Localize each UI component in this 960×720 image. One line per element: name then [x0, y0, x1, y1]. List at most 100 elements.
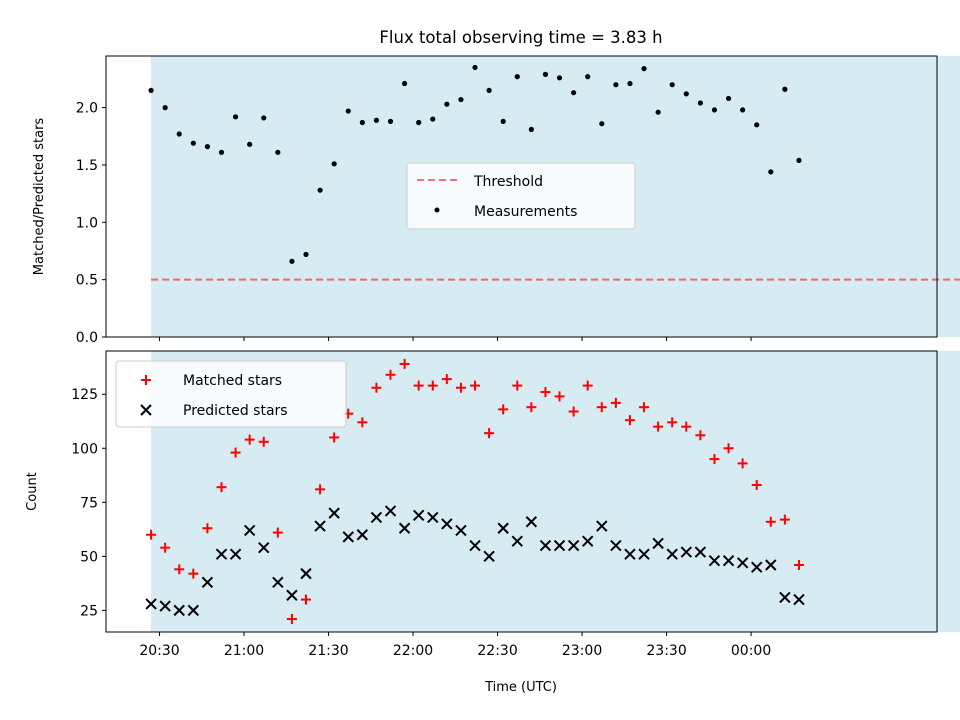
predicted-star-point — [187, 604, 200, 617]
predicted-star-point — [581, 535, 594, 547]
legend-measurements-swatch — [434, 207, 440, 213]
predicted-star-point — [511, 535, 523, 547]
measurement-point — [627, 80, 633, 87]
measurement-point — [725, 95, 732, 102]
legend-matched-label: Matched stars — [183, 373, 282, 389]
x-tick-label: 22:00 — [393, 643, 433, 659]
measurement-point — [697, 100, 703, 106]
x-axis-label: Time (UTC) — [484, 680, 557, 695]
top-axes-frame — [105, 55, 938, 338]
matched-star-point — [695, 430, 706, 441]
predicted-star-point — [793, 593, 805, 606]
predicted-star-point — [708, 554, 721, 567]
legend-predicted-marker — [140, 404, 152, 416]
top-y-axis-label: Matched/Predicted stars — [32, 118, 47, 276]
predicted-star-point — [145, 598, 157, 610]
predicted-star-point — [765, 559, 777, 571]
measurement-point — [655, 109, 661, 115]
y-tick-label: 1.5 — [76, 158, 98, 174]
predicted-star-point — [314, 520, 326, 532]
matched-star-point — [709, 454, 720, 465]
bottom-legend: Matched stars Predicted stars — [115, 360, 347, 428]
measurement-point — [289, 258, 295, 264]
measurement-point — [472, 64, 478, 71]
bottom-y-axis-label: Count — [25, 472, 40, 511]
predicted-star-point — [722, 554, 735, 567]
predicted-star-point — [370, 511, 383, 524]
matched-star-point — [667, 417, 678, 428]
matched-star-point — [554, 391, 565, 402]
matched-star-point — [512, 380, 523, 391]
measurement-point — [387, 118, 394, 124]
predicted-star-point — [328, 507, 340, 519]
chart-title: Flux total observing time = 3.83 h — [379, 28, 662, 47]
matched-star-point — [427, 380, 438, 391]
measurement-point — [247, 141, 253, 147]
measurement-point — [542, 71, 549, 77]
matched-star-point — [779, 514, 790, 525]
matched-star-point — [793, 559, 804, 570]
predicted-star-point — [159, 600, 171, 612]
measurement-point — [711, 107, 718, 113]
predicted-star-point — [638, 548, 650, 560]
legend-matched-swatch — [141, 375, 151, 385]
predicted-star-point — [553, 539, 566, 552]
legend-matched-marker — [141, 375, 151, 385]
y-tick-label: 0.5 — [76, 273, 98, 289]
matched-star-point — [258, 436, 269, 447]
measurement-point — [500, 118, 506, 124]
matched-star-point — [526, 402, 537, 413]
measurement-point — [416, 119, 422, 126]
matched-star-point — [160, 542, 171, 553]
predicted-star-point — [258, 541, 270, 554]
top-legend: Threshold Measurements — [406, 162, 636, 230]
matched-star-point — [610, 397, 621, 408]
matched-star-point — [146, 529, 157, 540]
matched-star-point — [230, 447, 241, 458]
matched-star-point — [498, 404, 509, 415]
predicted-star-point — [624, 548, 636, 560]
matched-star-point — [723, 443, 734, 454]
measurement-point — [754, 122, 760, 128]
measurement-point — [782, 86, 788, 92]
measurement-point — [528, 126, 534, 133]
matched-star-point — [174, 564, 185, 575]
matched-star-point — [188, 568, 199, 579]
predicted-star-point — [215, 548, 228, 560]
predicted-star-point — [229, 548, 242, 560]
matched-star-point — [681, 421, 692, 432]
predicted-star-point — [610, 539, 622, 552]
matched-star-point — [357, 417, 368, 428]
predicted-star-point — [567, 539, 580, 552]
matched-star-point — [582, 380, 593, 391]
legend-threshold-label: Threshold — [473, 174, 543, 190]
measurement-point — [458, 96, 464, 103]
measurement-point — [218, 149, 225, 155]
matched-star-point — [399, 358, 410, 369]
predicted-star-point — [751, 561, 763, 573]
legend-measurements-label: Measurements — [474, 204, 577, 220]
measurement-point — [486, 87, 492, 94]
measurement-point — [148, 87, 154, 94]
predicted-star-point — [272, 576, 284, 588]
y-tick-label: 100 — [71, 441, 98, 457]
predicted-star-point — [441, 518, 453, 530]
predicted-star-point — [525, 516, 538, 528]
predicted-star-point — [455, 524, 467, 537]
measurement-point — [585, 74, 591, 80]
matched-star-point — [540, 387, 551, 398]
measurement-point — [401, 80, 408, 87]
measurement-point — [275, 149, 281, 155]
matched-star-point — [765, 516, 776, 527]
matched-star-point — [653, 421, 664, 432]
y-tick-label: 2.0 — [76, 101, 98, 117]
measurement-point — [683, 91, 689, 97]
measurement-point — [599, 121, 605, 127]
measurement-point — [556, 75, 563, 81]
matched-star-point — [484, 428, 495, 439]
matched-star-point — [202, 523, 213, 534]
predicted-star-point — [779, 591, 791, 604]
measurement-point — [571, 90, 577, 96]
matched-star-point — [470, 380, 481, 391]
predicted-star-point — [539, 539, 552, 552]
